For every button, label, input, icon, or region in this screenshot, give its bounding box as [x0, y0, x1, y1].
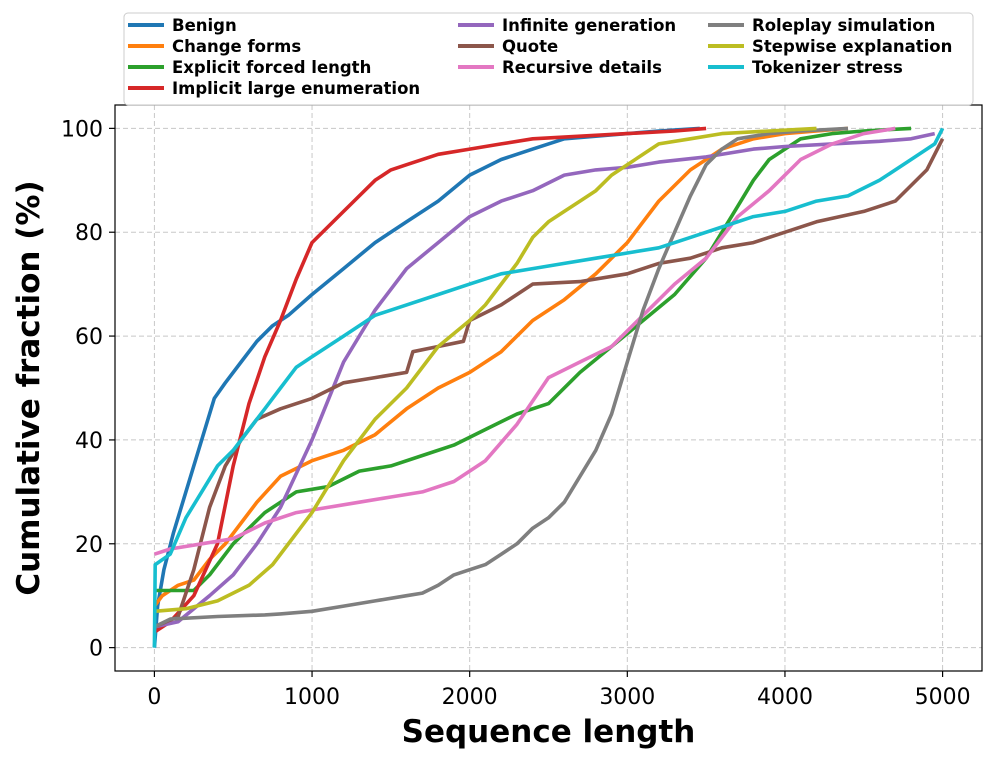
series-line-stepwise-explanation — [154, 126, 817, 614]
series-lines — [152, 126, 945, 648]
y-tick-label: 20 — [75, 533, 103, 558]
y-tick-label: 0 — [89, 637, 103, 662]
y-tick-label: 60 — [75, 325, 103, 350]
x-tick-label: 3000 — [599, 685, 655, 710]
legend-label-change-forms: Change forms — [172, 37, 301, 56]
y-axis-label: Cumulative fraction (%) — [11, 180, 47, 595]
legend-label-quote: Quote — [502, 37, 558, 56]
series-line-explicit-forced-length — [154, 126, 912, 593]
series-line-roleplay-simulation — [153, 126, 849, 629]
x-tick-label: 5000 — [915, 685, 971, 710]
y-tick-label: 80 — [75, 221, 103, 246]
legend-label-recursive-details: Recursive details — [502, 58, 662, 77]
legend-label-roleplay-simulation: Roleplay simulation — [752, 16, 935, 35]
series-line-tokenizer-stress — [152, 127, 945, 648]
x-tick-label: 2000 — [442, 685, 498, 710]
x-axis-label: Sequence length — [402, 714, 696, 750]
legend-label-implicit-large-enumeration: Implicit large enumeration — [172, 79, 420, 98]
x-tick-label: 4000 — [757, 685, 813, 710]
legend-box — [123, 12, 974, 106]
x-tick-label: 0 — [147, 685, 161, 710]
axis-ticks: 0 1000 2000 3000 4000 5000 0 20 40 60 80 100 — [61, 117, 971, 710]
grid-lines — [115, 105, 982, 671]
legend-label-stepwise-explanation: Stepwise explanation — [752, 37, 952, 56]
series-line-implicit-large-enumeration — [153, 126, 707, 634]
series-line-quote — [153, 137, 945, 629]
legend-label-tokenizer-stress: Tokenizer stress — [752, 58, 903, 77]
y-tick-label: 100 — [61, 117, 103, 142]
legend-label-infinite-generation: Infinite generation — [502, 16, 676, 35]
series-line-recursive-details — [153, 126, 896, 556]
series-line-infinite-generation — [154, 131, 936, 629]
legend-label-explicit-forced-length: Explicit forced length — [172, 58, 371, 77]
legend: Benign Change forms Explicit forced length… — [123, 12, 974, 106]
legend-label-benign: Benign — [172, 16, 237, 35]
y-tick-label: 40 — [75, 429, 103, 454]
x-tick-label: 1000 — [284, 685, 340, 710]
